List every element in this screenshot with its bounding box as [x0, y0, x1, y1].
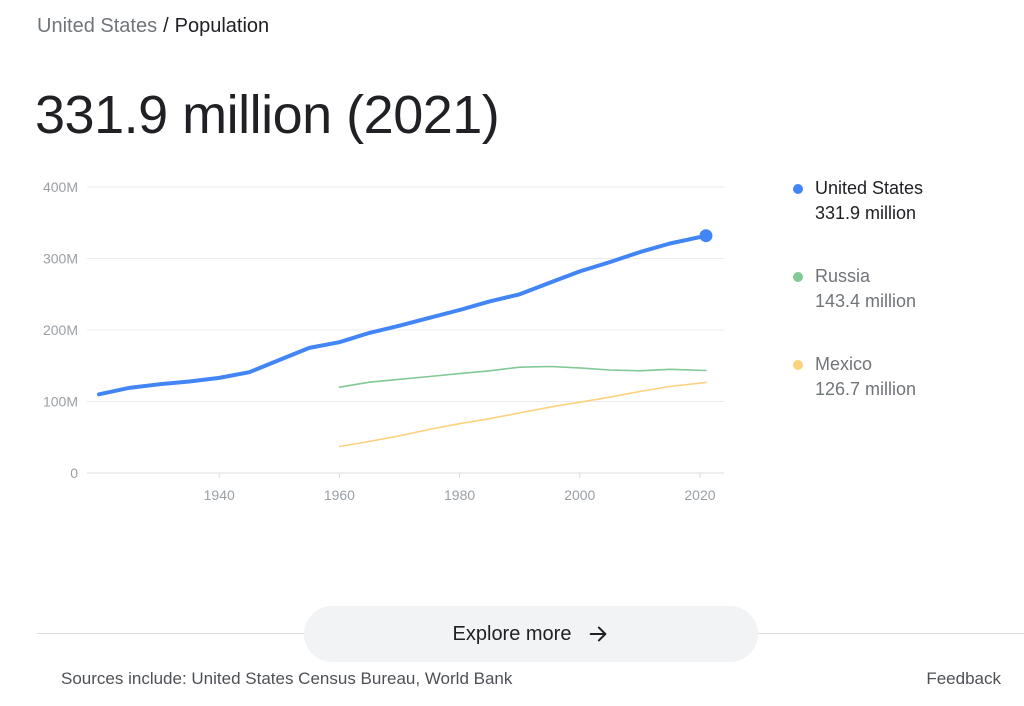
divider-right	[758, 633, 1024, 634]
y-tick-label: 100M	[43, 394, 78, 410]
breadcrumb-current: Population	[174, 15, 270, 37]
explore-more-button[interactable]: Explore more	[304, 606, 758, 662]
series-endpoint-united-states	[699, 229, 713, 243]
x-tick-label: 1940	[204, 487, 235, 503]
x-tick-label: 2020	[684, 487, 715, 503]
legend-value: 331.9 million	[815, 203, 917, 223]
x-tick-label: 1980	[444, 487, 475, 503]
x-tick-label: 1960	[324, 487, 355, 503]
y-tick-label: 200M	[43, 322, 78, 338]
breadcrumb-parent-link[interactable]: United States	[37, 15, 158, 37]
arrow-right-icon	[587, 623, 609, 645]
legend-name: United States	[815, 178, 924, 198]
series-line-mexico	[338, 381, 707, 448]
series-line-united-states	[97, 233, 708, 397]
legend-item-russia[interactable]: Russia 143.4 million	[793, 266, 1013, 312]
feedback-link[interactable]: Feedback	[926, 669, 1001, 688]
divider-left	[37, 633, 304, 634]
breadcrumb-separator: /	[163, 15, 169, 37]
legend-value: 143.4 million	[815, 291, 917, 311]
legend-dot-mexico	[793, 359, 803, 370]
population-headline: 331.9 million (2021)	[35, 85, 500, 145]
sources-text: Sources include: United States Census Bu…	[61, 669, 513, 688]
y-tick-label: 0	[70, 465, 78, 481]
population-chart[interactable]: 0 100M 200M 300M 400M 1940 1960 1980 2000 2020	[0, 170, 760, 520]
x-tick-label: 2000	[564, 487, 595, 503]
breadcrumb: United States / Population	[37, 15, 269, 38]
series-line-russia	[338, 365, 707, 388]
legend-name: Mexico	[815, 354, 873, 374]
y-tick-label: 400M	[43, 179, 78, 195]
legend-dot-russia	[793, 271, 803, 282]
legend-value: 126.7 million	[815, 379, 917, 399]
y-tick-label: 300M	[43, 251, 78, 267]
legend-item-mexico[interactable]: Mexico 126.7 million	[793, 354, 1013, 400]
legend-name: Russia	[815, 266, 871, 286]
legend-dot-united-states	[793, 183, 803, 194]
explore-more-label: Explore more	[452, 622, 572, 645]
legend-item-united-states[interactable]: United States 331.9 million	[793, 178, 1013, 224]
